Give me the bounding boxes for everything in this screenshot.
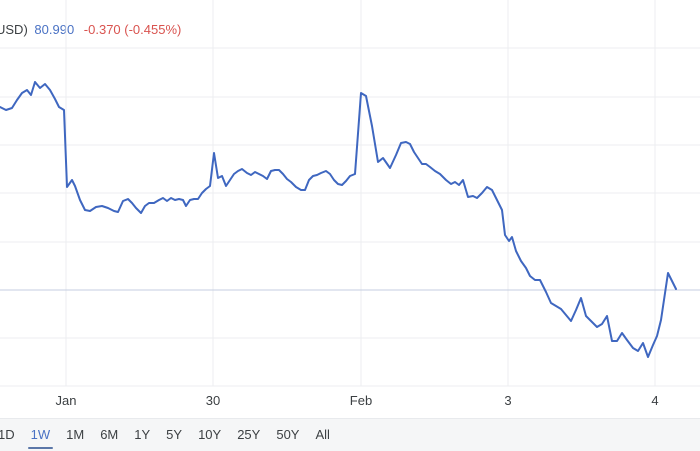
range-button-25y[interactable]: 25Y [237, 427, 261, 442]
x-axis-label: Feb [349, 393, 373, 408]
range-button-1m[interactable]: 1M [66, 427, 85, 442]
range-button-5y[interactable]: 5Y [166, 427, 183, 442]
x-axis-label: 4 [651, 393, 659, 408]
x-axis-label: 30 [205, 393, 221, 408]
range-selector: 1D 1W 1M 6M 1Y 5Y 10Y 25Y 50Y All [0, 418, 700, 451]
price-change: -0.370 (-0.455%) [83, 22, 182, 37]
quote-header: USD) 80.990 -0.370 (-0.455%) [0, 18, 181, 42]
range-button-10y[interactable]: 10Y [198, 427, 222, 442]
range-button-50y[interactable]: 50Y [276, 427, 300, 442]
price-chart[interactable] [0, 0, 700, 418]
price-line [0, 81, 677, 358]
range-button-1w[interactable]: 1W [23, 420, 59, 450]
current-price: 80.990 [34, 22, 75, 37]
quote-label: USD) [0, 22, 28, 37]
range-button-1d[interactable]: 1D [0, 427, 15, 442]
range-button-6m[interactable]: 6M [100, 427, 119, 442]
chart-grid [0, 0, 700, 387]
range-button-1y[interactable]: 1Y [134, 427, 151, 442]
x-axis-label: Jan [55, 393, 77, 408]
range-button-all[interactable]: All [315, 427, 330, 442]
x-axis-label: 3 [504, 393, 512, 408]
